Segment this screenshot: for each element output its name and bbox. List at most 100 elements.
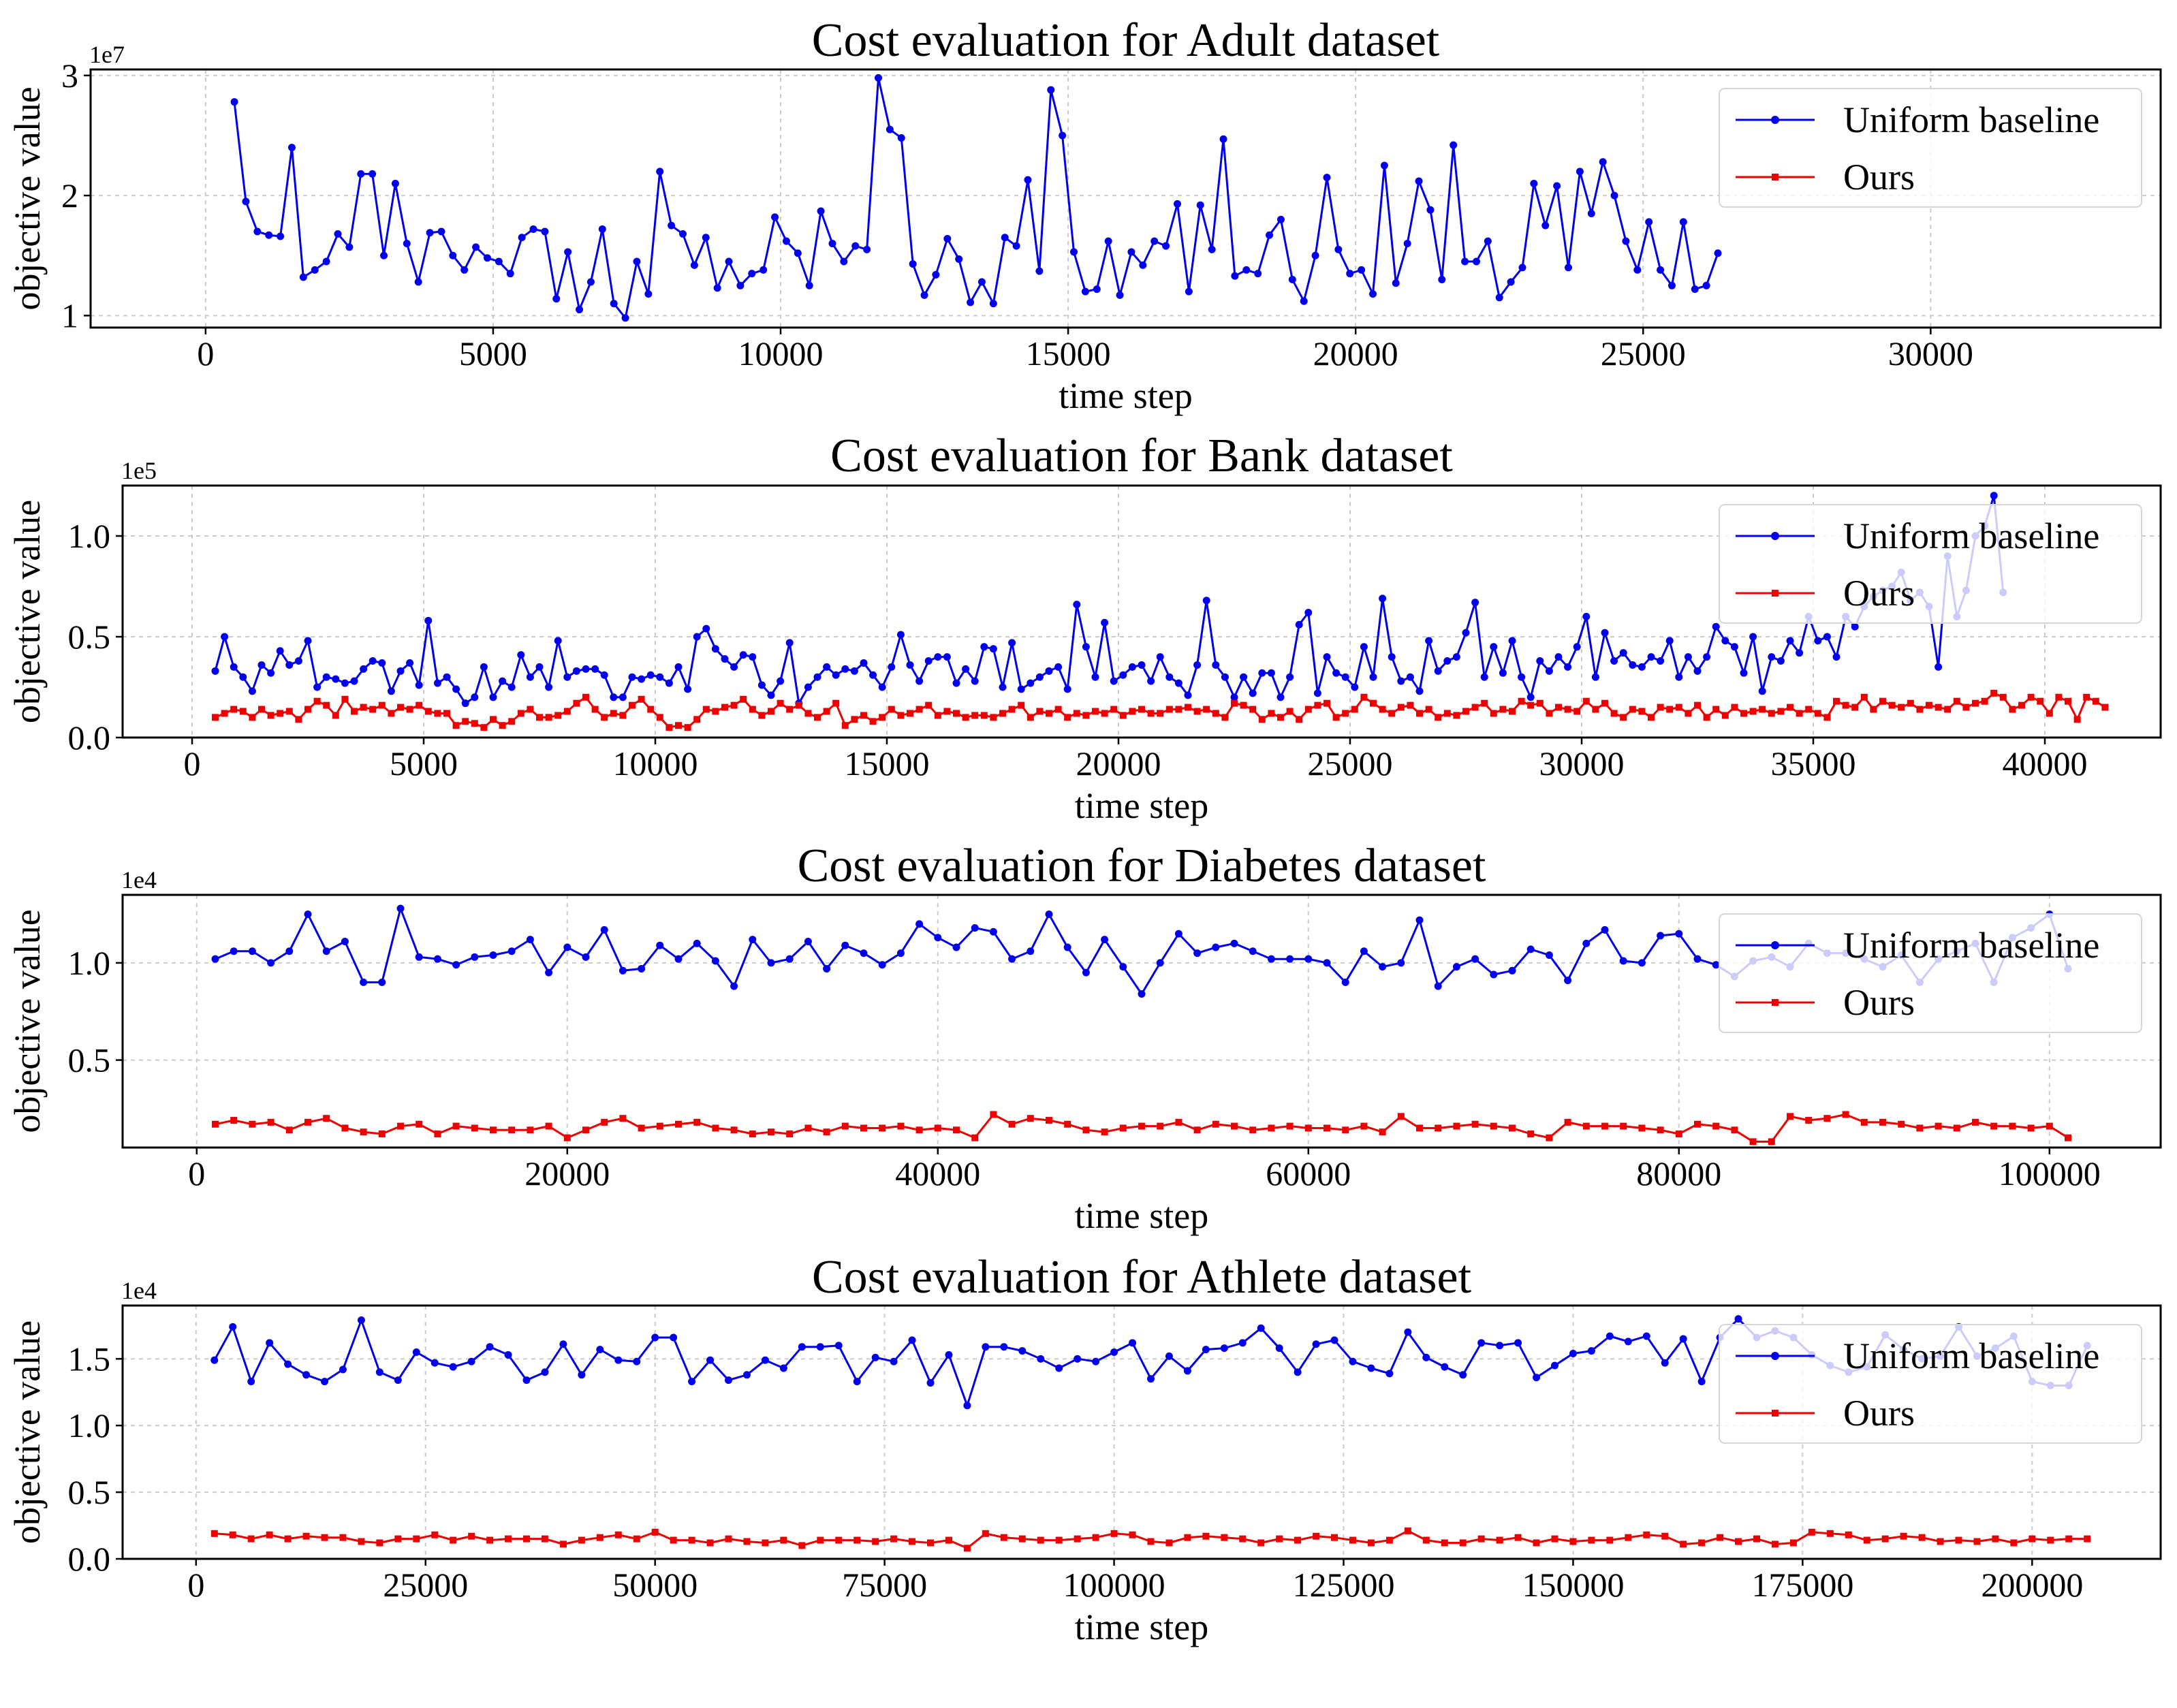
baseline-data-point <box>711 645 719 653</box>
ours-data-point <box>1338 377 1345 384</box>
ours-data-point <box>1268 1124 1275 1132</box>
baseline-data-point <box>522 1376 531 1385</box>
baseline-data-point <box>674 955 683 963</box>
ours-data-point <box>1007 362 1014 369</box>
ours-data-point <box>1740 710 1747 717</box>
ours-data-point <box>693 716 701 723</box>
ours-data-point <box>1582 697 1590 705</box>
ours-data-point <box>1771 1540 1779 1548</box>
baseline-data-point <box>1693 667 1702 675</box>
baseline-data-point <box>545 968 553 977</box>
ours-data-point <box>705 366 712 373</box>
ours-data-point <box>1918 1534 1926 1541</box>
ours-data-point <box>1175 1118 1183 1126</box>
baseline-data-point <box>1507 278 1515 286</box>
ours-data-point <box>452 722 460 729</box>
baseline-data-point <box>1642 1332 1650 1340</box>
x-tick-label: 20000 <box>1313 334 1398 373</box>
baseline-data-point <box>265 231 273 239</box>
ours-data-point <box>1036 708 1044 715</box>
baseline-data-point <box>518 234 526 242</box>
x-tick-label: 60000 <box>1266 1154 1351 1192</box>
baseline-data-point <box>1035 267 1044 275</box>
axes-frame <box>121 1304 2162 1560</box>
baseline-data-point <box>1403 240 1411 248</box>
ours-data-point <box>1841 377 1848 384</box>
ours-data-point <box>231 370 238 377</box>
ours-data-point <box>1257 1539 1265 1547</box>
ours-data-point <box>468 1532 475 1540</box>
ours-data-point <box>1813 384 1819 391</box>
baseline-data-point <box>757 681 766 689</box>
baseline-data-point <box>1721 637 1729 645</box>
baseline-data-point <box>1018 1347 1027 1355</box>
baseline-data-point <box>1601 926 1609 934</box>
ours-data-point <box>1385 1536 1393 1544</box>
baseline-data-point <box>396 667 405 675</box>
ours-data-point <box>1953 697 1960 705</box>
ours-data-point <box>1294 1536 1302 1544</box>
ours-data-point <box>1898 703 1905 711</box>
baseline-data-point <box>304 911 312 919</box>
baseline-data-point <box>813 673 821 681</box>
baseline-data-point <box>1461 257 1469 266</box>
ours-data-point <box>1860 693 1868 701</box>
ours-data-point <box>864 387 871 394</box>
baseline-data-point <box>1024 176 1032 184</box>
baseline-data-point <box>1397 959 1405 967</box>
baseline-data-point <box>526 673 534 681</box>
baseline-data-point <box>414 278 422 286</box>
baseline-data-point <box>277 232 285 240</box>
ours-data-point <box>1276 1535 1283 1543</box>
baseline-data-point <box>276 647 284 655</box>
baseline-data-point <box>670 1333 678 1342</box>
ours-data-point <box>1342 710 1349 717</box>
baseline-data-point <box>955 255 963 264</box>
baseline-data-point <box>1146 1375 1155 1383</box>
ours-data-point <box>1657 703 1664 711</box>
ours-data-point <box>656 714 663 721</box>
ours-data-point <box>1999 693 2007 701</box>
baseline-data-point <box>610 300 618 308</box>
legend-box <box>1719 1324 2142 1444</box>
baseline-data-point <box>452 961 460 969</box>
ours-data-point <box>2065 697 2071 705</box>
ours-data-point <box>462 718 469 725</box>
ours-data-point <box>1304 1124 1312 1132</box>
baseline-data-point <box>1220 1344 1228 1353</box>
ours-data-point <box>1539 351 1546 358</box>
ours-data-point <box>1916 706 1924 713</box>
baseline-data-point <box>1341 978 1349 986</box>
ours-data-point <box>1888 701 1896 709</box>
ours-data-point <box>1110 706 1118 713</box>
baseline-data-point <box>1508 966 1516 975</box>
baseline-data-point <box>860 949 868 958</box>
chart-title: Cost evaluation for Adult dataset <box>812 14 1440 67</box>
baseline-data-point <box>284 1360 292 1368</box>
baseline-data-point <box>1452 653 1460 661</box>
ours-data-point <box>1860 1118 1868 1126</box>
axes-frame <box>121 893 2162 1149</box>
baseline-data-point <box>221 633 229 641</box>
ours-data-point <box>758 712 766 719</box>
ours-data-point <box>561 390 568 397</box>
ours-data-point <box>1137 360 1144 367</box>
ours-data-point <box>804 1124 812 1132</box>
axis-offset-text: 1e5 <box>121 457 157 484</box>
ours-data-point <box>1147 1538 1155 1545</box>
ours-data-point <box>267 712 275 719</box>
baseline-data-point <box>1564 663 1572 671</box>
x-tick-label: 50000 <box>612 1566 698 1604</box>
ours-data-point <box>1424 387 1431 394</box>
legend: Uniform baseline Ours <box>1719 1324 2142 1444</box>
ours-data-point <box>1898 394 1905 400</box>
baseline-data-point <box>633 1357 641 1365</box>
ours-data-point <box>1712 1122 1720 1130</box>
ours-data-point <box>1666 706 1674 713</box>
baseline-data-point <box>890 1357 898 1365</box>
baseline-data-point <box>1606 1332 1614 1340</box>
plot-area <box>230 74 1905 400</box>
ours-data-point <box>982 1530 989 1537</box>
ours-data-point <box>909 1538 916 1545</box>
plot-area <box>210 1315 2091 1552</box>
